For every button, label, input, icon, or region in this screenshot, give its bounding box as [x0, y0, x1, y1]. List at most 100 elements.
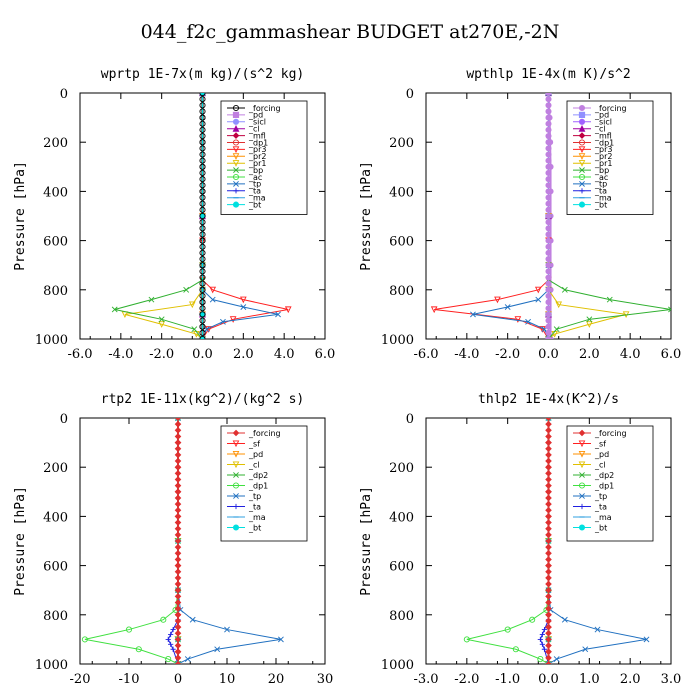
series-point: [174, 556, 182, 563]
legend-marker: [578, 429, 586, 437]
series-point: [545, 470, 552, 477]
x-tick-label: 2.0: [233, 347, 254, 362]
series-point: [553, 656, 560, 662]
series-point: [545, 305, 552, 312]
series-point: [199, 169, 206, 176]
series-point: [463, 636, 470, 643]
series-point: [545, 219, 552, 226]
series-point: [199, 262, 206, 269]
y-axis-label: Pressure [hPa]: [359, 161, 374, 271]
series-point: [545, 494, 552, 502]
legend-marker: [578, 173, 586, 181]
series-point: [545, 586, 552, 594]
y-tick-label: 600: [43, 560, 68, 575]
legend-marker: [233, 188, 239, 194]
legend-marker: [232, 153, 240, 160]
series-point: [111, 306, 118, 313]
legend-marker: [578, 482, 586, 489]
series-point: [545, 519, 552, 526]
series-point: [135, 646, 142, 653]
y-tick-label: 800: [43, 609, 68, 624]
series-point: [165, 656, 172, 663]
legend-marker: [578, 450, 586, 458]
y-tick-label: 1000: [381, 333, 414, 348]
series-point: [535, 296, 542, 303]
y-axis-label: Pressure [hPa]: [359, 486, 374, 596]
series-point: [174, 623, 182, 631]
series-point: [174, 617, 182, 625]
series-point: [545, 439, 552, 446]
series-point: [504, 304, 511, 310]
series-point: [199, 335, 206, 339]
series-point: [545, 506, 552, 514]
series-point: [545, 114, 552, 121]
y-tick-label: 1000: [35, 333, 68, 348]
y-tick-label: 200: [43, 461, 68, 476]
panel-title: rtp2 1E-11x(kg^2)/(kg^2 s): [101, 392, 305, 407]
x-tick-label: -3.0: [413, 672, 438, 687]
legend-marker: [232, 173, 240, 181]
legend-label: _dp2: [248, 471, 268, 480]
legend-label: _dp1: [248, 481, 268, 490]
series-point: [174, 500, 182, 508]
series-point: [199, 286, 206, 293]
chart-panel-3: rtp2 1E-11x(kg^2)/(kg^2 s) Pressure [hPa]…: [13, 392, 333, 687]
x-tick-label: -1.0: [495, 672, 520, 687]
y-tick-label: 200: [389, 136, 414, 151]
legend-marker: [232, 124, 240, 132]
series-point: [168, 631, 174, 638]
legend-label: _cl: [594, 460, 606, 469]
series-point: [174, 629, 182, 637]
series-point: [229, 316, 237, 323]
series-point: [494, 296, 501, 304]
legend-label: _ma: [594, 194, 612, 203]
legend-marker: [579, 188, 585, 194]
series-point: [643, 636, 650, 643]
panel-title: wprtp 1E-7x(m kg)/(s^2 kg): [101, 67, 305, 82]
y-tick-label: 600: [389, 235, 414, 250]
series-point: [199, 280, 206, 287]
y-tick-label: 600: [389, 560, 414, 575]
series-point: [545, 549, 552, 557]
legend-label: _pd: [594, 450, 609, 459]
series-point: [189, 616, 196, 623]
series-point: [545, 335, 552, 339]
x-tick-label: 0: [174, 672, 182, 687]
series-point: [545, 323, 552, 330]
series-point: [174, 506, 182, 514]
series-point: [174, 488, 182, 496]
legend-label: _dp1: [594, 481, 614, 490]
series-point: [545, 329, 552, 336]
y-tick-label: 400: [389, 510, 414, 525]
series-point: [199, 317, 206, 324]
series-group: [81, 418, 284, 664]
series-point: [545, 488, 552, 496]
series-point: [199, 329, 206, 336]
legend-marker: [578, 124, 586, 132]
y-tick-label: 200: [43, 136, 68, 151]
series-point: [561, 286, 568, 293]
legend-label: _tp: [594, 180, 607, 189]
series-point: [545, 654, 552, 662]
y-tick-label: 1000: [381, 658, 414, 673]
series-point: [199, 114, 206, 121]
x-tick-label: 0.0: [538, 347, 559, 362]
legend-label: _ac: [248, 173, 262, 182]
series-point: [174, 439, 182, 446]
x-tick-label: -4.0: [108, 347, 133, 362]
series-point: [545, 262, 552, 269]
series-point: [160, 616, 167, 623]
series-point: [168, 641, 174, 647]
series-group: [463, 418, 650, 664]
legend-marker: [578, 104, 586, 112]
series-point: [430, 306, 438, 314]
legend-marker: [232, 482, 240, 489]
series-point: [199, 231, 206, 238]
y-tick-label: 0: [60, 87, 68, 102]
series-point: [277, 636, 284, 643]
series-line-dp1: [84, 418, 179, 664]
legend-label: _pr1: [594, 159, 612, 168]
series-point: [174, 580, 182, 588]
series-group: [111, 93, 292, 339]
x-tick-label: -4.0: [454, 347, 479, 362]
